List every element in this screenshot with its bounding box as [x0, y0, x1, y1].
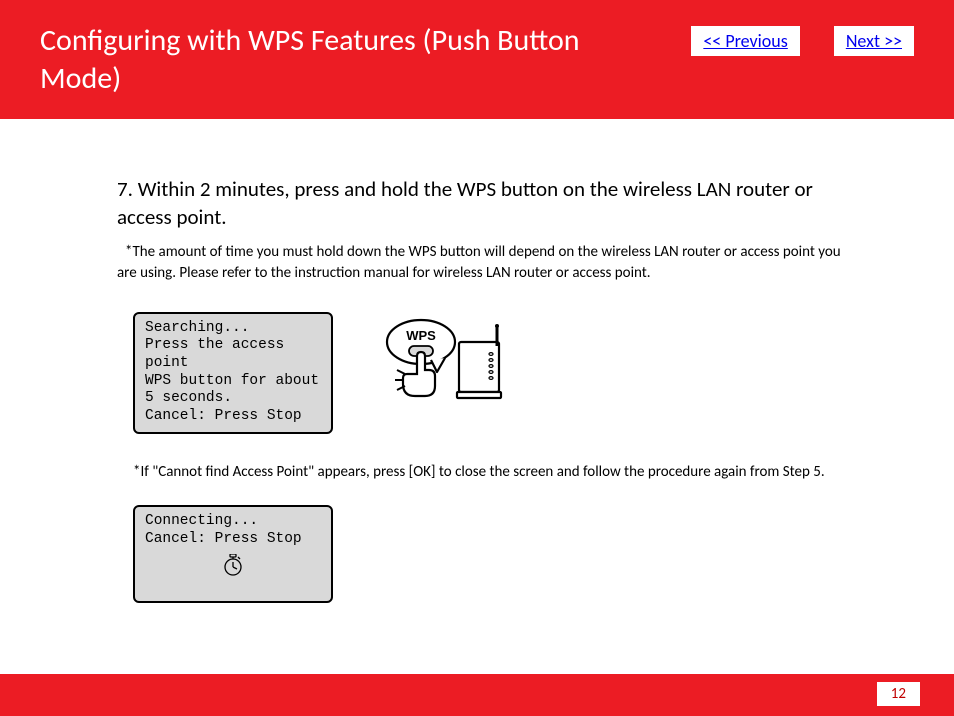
- content-area: 7. Within 2 minutes, press and hold the …: [0, 119, 954, 603]
- header-bar: Configuring with WPS Features (Push Butt…: [0, 0, 954, 119]
- page-title: Configuring with WPS Features (Push Butt…: [40, 22, 640, 97]
- footer-bar: 12: [0, 674, 954, 716]
- lcd-line: Searching...: [145, 320, 321, 338]
- next-button[interactable]: Next >>: [834, 26, 914, 56]
- wps-label: WPS: [406, 328, 436, 343]
- lcd-line: Connecting...: [145, 513, 321, 531]
- lcd-screen-connecting: Connecting... Cancel: Press Stop: [133, 505, 333, 603]
- lcd-line: WPS button for about: [145, 373, 321, 391]
- router-icon: WPS: [373, 312, 533, 412]
- page-number: 12: [877, 682, 920, 706]
- stopwatch-icon: [145, 554, 321, 583]
- lcd-line: Cancel: Press Stop: [145, 408, 321, 426]
- lcd-line: Cancel: Press Stop: [145, 531, 321, 549]
- step-instruction: 7. Within 2 minutes, press and hold the …: [117, 175, 844, 232]
- lcd-line: Press the access point: [145, 337, 321, 372]
- illustration-row-2: Connecting... Cancel: Press Stop: [133, 505, 844, 603]
- nav-button-group: << Previous Next >>: [691, 26, 914, 56]
- error-note: *If "Cannot find Access Point" appears, …: [133, 462, 844, 483]
- lcd-line: 5 seconds.: [145, 390, 321, 408]
- wps-router-illustration: WPS: [373, 312, 533, 412]
- lcd-screen-searching: Searching... Press the access point WPS …: [133, 312, 333, 434]
- illustration-row-1: Searching... Press the access point WPS …: [133, 312, 844, 434]
- step-note: *The amount of time you must hold down t…: [117, 242, 844, 284]
- previous-button[interactable]: << Previous: [691, 26, 799, 56]
